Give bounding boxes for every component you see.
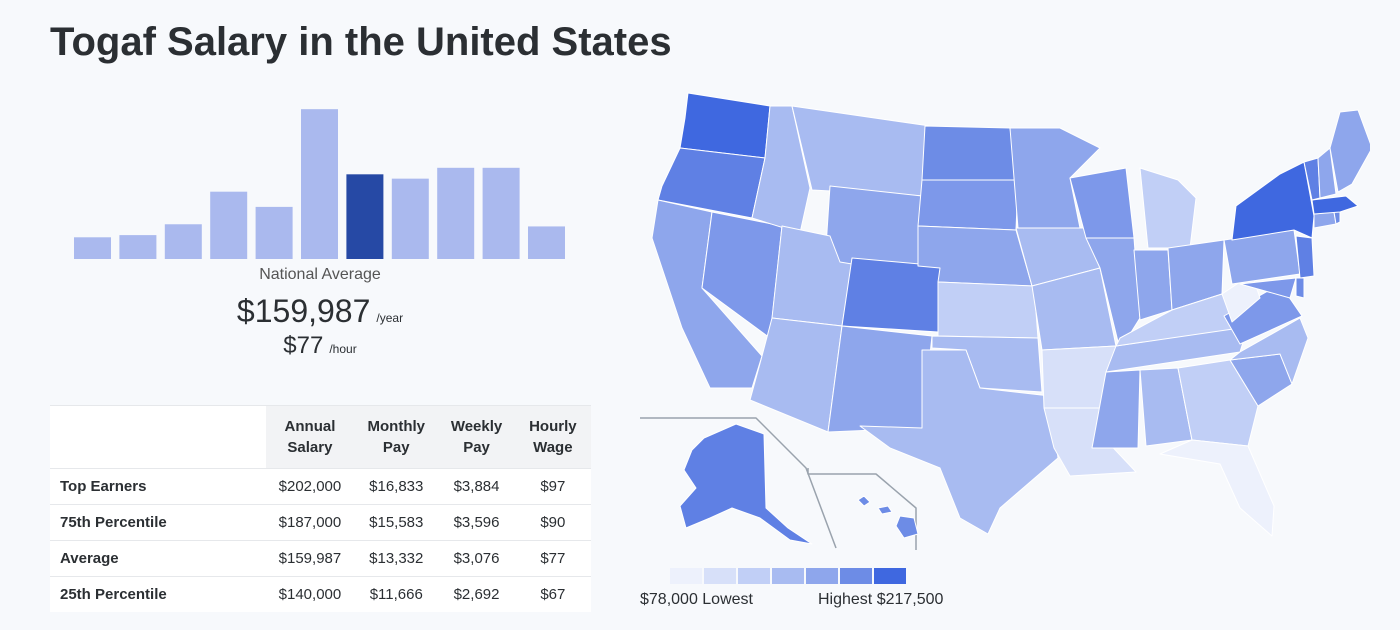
table-header-blank (50, 405, 266, 469)
cell-monthly: $11,666 (354, 576, 439, 612)
histogram-bar-highlight (346, 174, 384, 259)
table-header-weekly: Weekly Pay (438, 405, 515, 469)
legend-swatch (874, 568, 906, 584)
table-row: Average $159,987 $13,332 $3,076 $77 (50, 540, 591, 577)
table-row: 25th Percentile $140,000 $11,666 $2,692 … (50, 576, 591, 612)
hourly-wage-value: $77 (283, 332, 324, 359)
state-connecticut (1313, 211, 1337, 229)
state-south-dakota (917, 179, 1019, 231)
state-texas (859, 349, 1059, 535)
histogram-bar (482, 167, 520, 259)
histogram-bar (528, 226, 565, 259)
hourly-unit: /hour (329, 342, 357, 356)
state-montana (791, 105, 931, 197)
table-header-annual: Annual Salary (265, 405, 355, 469)
legend-swatches (670, 568, 906, 584)
state-maryland (1239, 277, 1297, 299)
cell-annual: $202,000 (265, 468, 355, 505)
state-indiana (1133, 249, 1173, 321)
state-arizona (749, 317, 843, 433)
legend-swatch (806, 568, 838, 584)
salary-distribution-chart (50, 95, 590, 265)
cell-hourly: $97 (514, 468, 591, 505)
histogram-bar (210, 191, 248, 259)
table-row: Top Earners $202,000 $16,833 $3,884 $97 (50, 468, 591, 505)
legend-swatch (738, 568, 770, 584)
cell-annual: $140,000 (265, 576, 355, 612)
table-header-row: Annual Salary Monthly Pay Weekly Pay Hou… (50, 405, 591, 469)
state-new-mexico (827, 325, 933, 433)
state-michigan (1139, 167, 1197, 249)
us-salary-map (640, 92, 1370, 550)
state-maine (1329, 109, 1370, 193)
histogram-bar (391, 178, 429, 259)
state-new-jersey (1295, 235, 1315, 279)
national-average-label: National Average (259, 266, 381, 283)
cell-annual: $159,987 (265, 540, 355, 577)
legend-swatch (704, 568, 736, 584)
table-header-monthly: Monthly Pay (354, 405, 439, 469)
legend-swatch (772, 568, 804, 584)
hawaii-inset-border (807, 468, 917, 550)
row-label: Top Earners (50, 468, 266, 505)
cell-hourly: $67 (514, 576, 591, 612)
row-label: Average (50, 540, 266, 577)
state-hawaii (857, 495, 919, 539)
salary-table: Annual Salary Monthly Pay Weekly Pay Hou… (50, 405, 591, 612)
annual-salary-value: $159,987 (236, 293, 371, 329)
hourly-wage: $77/hour (50, 332, 590, 360)
state-new-york (1231, 161, 1315, 241)
row-label: 75th Percentile (50, 504, 266, 541)
state-massachusetts (1311, 195, 1359, 215)
annual-unit: /year (376, 311, 404, 325)
cell-monthly: $15,583 (354, 504, 439, 541)
cell-hourly: $77 (514, 540, 591, 577)
table-header-hourly: Hourly Wage (514, 405, 591, 469)
alaska-inset-border (640, 417, 837, 549)
histogram-bar (301, 109, 338, 259)
state-colorado (841, 257, 943, 333)
state-delaware (1295, 277, 1305, 299)
row-label: 25th Percentile (50, 576, 266, 612)
cell-annual: $187,000 (265, 504, 355, 541)
histogram-bar (74, 237, 111, 259)
map-legend: $78,000 Lowest Highest $217,500 (640, 566, 950, 616)
histogram-bar (255, 206, 293, 259)
cell-hourly: $90 (514, 504, 591, 541)
cell-weekly: $2,692 (438, 576, 515, 612)
cell-weekly: $3,884 (438, 468, 515, 505)
state-alaska (679, 423, 813, 545)
state-north-dakota (921, 125, 1019, 181)
cell-weekly: $3,076 (438, 540, 515, 577)
histogram-bar (164, 224, 202, 259)
cell-monthly: $16,833 (354, 468, 439, 505)
state-georgia (1177, 359, 1259, 447)
state-wyoming (824, 185, 923, 271)
state-mississippi (1091, 369, 1141, 449)
cell-weekly: $3,596 (438, 504, 515, 541)
state-kansas (937, 281, 1039, 339)
legend-low: $78,000 Lowest (640, 591, 753, 608)
page-title: Togaf Salary in the United States (50, 20, 672, 64)
histogram-bar (119, 235, 157, 259)
state-washington (679, 92, 771, 159)
legend-swatch (670, 568, 702, 584)
legend-high: Highest $217,500 (818, 591, 944, 608)
annual-salary: $159,987/year (50, 293, 590, 330)
cell-monthly: $13,332 (354, 540, 439, 577)
state-north-carolina (1229, 317, 1309, 385)
table-row: 75th Percentile $187,000 $15,583 $3,596 … (50, 504, 591, 541)
state-florida (1159, 439, 1275, 537)
state-virginia (1223, 283, 1303, 345)
legend-swatch (840, 568, 872, 584)
histogram-bar (437, 167, 475, 259)
state-new-hampshire (1317, 147, 1337, 199)
